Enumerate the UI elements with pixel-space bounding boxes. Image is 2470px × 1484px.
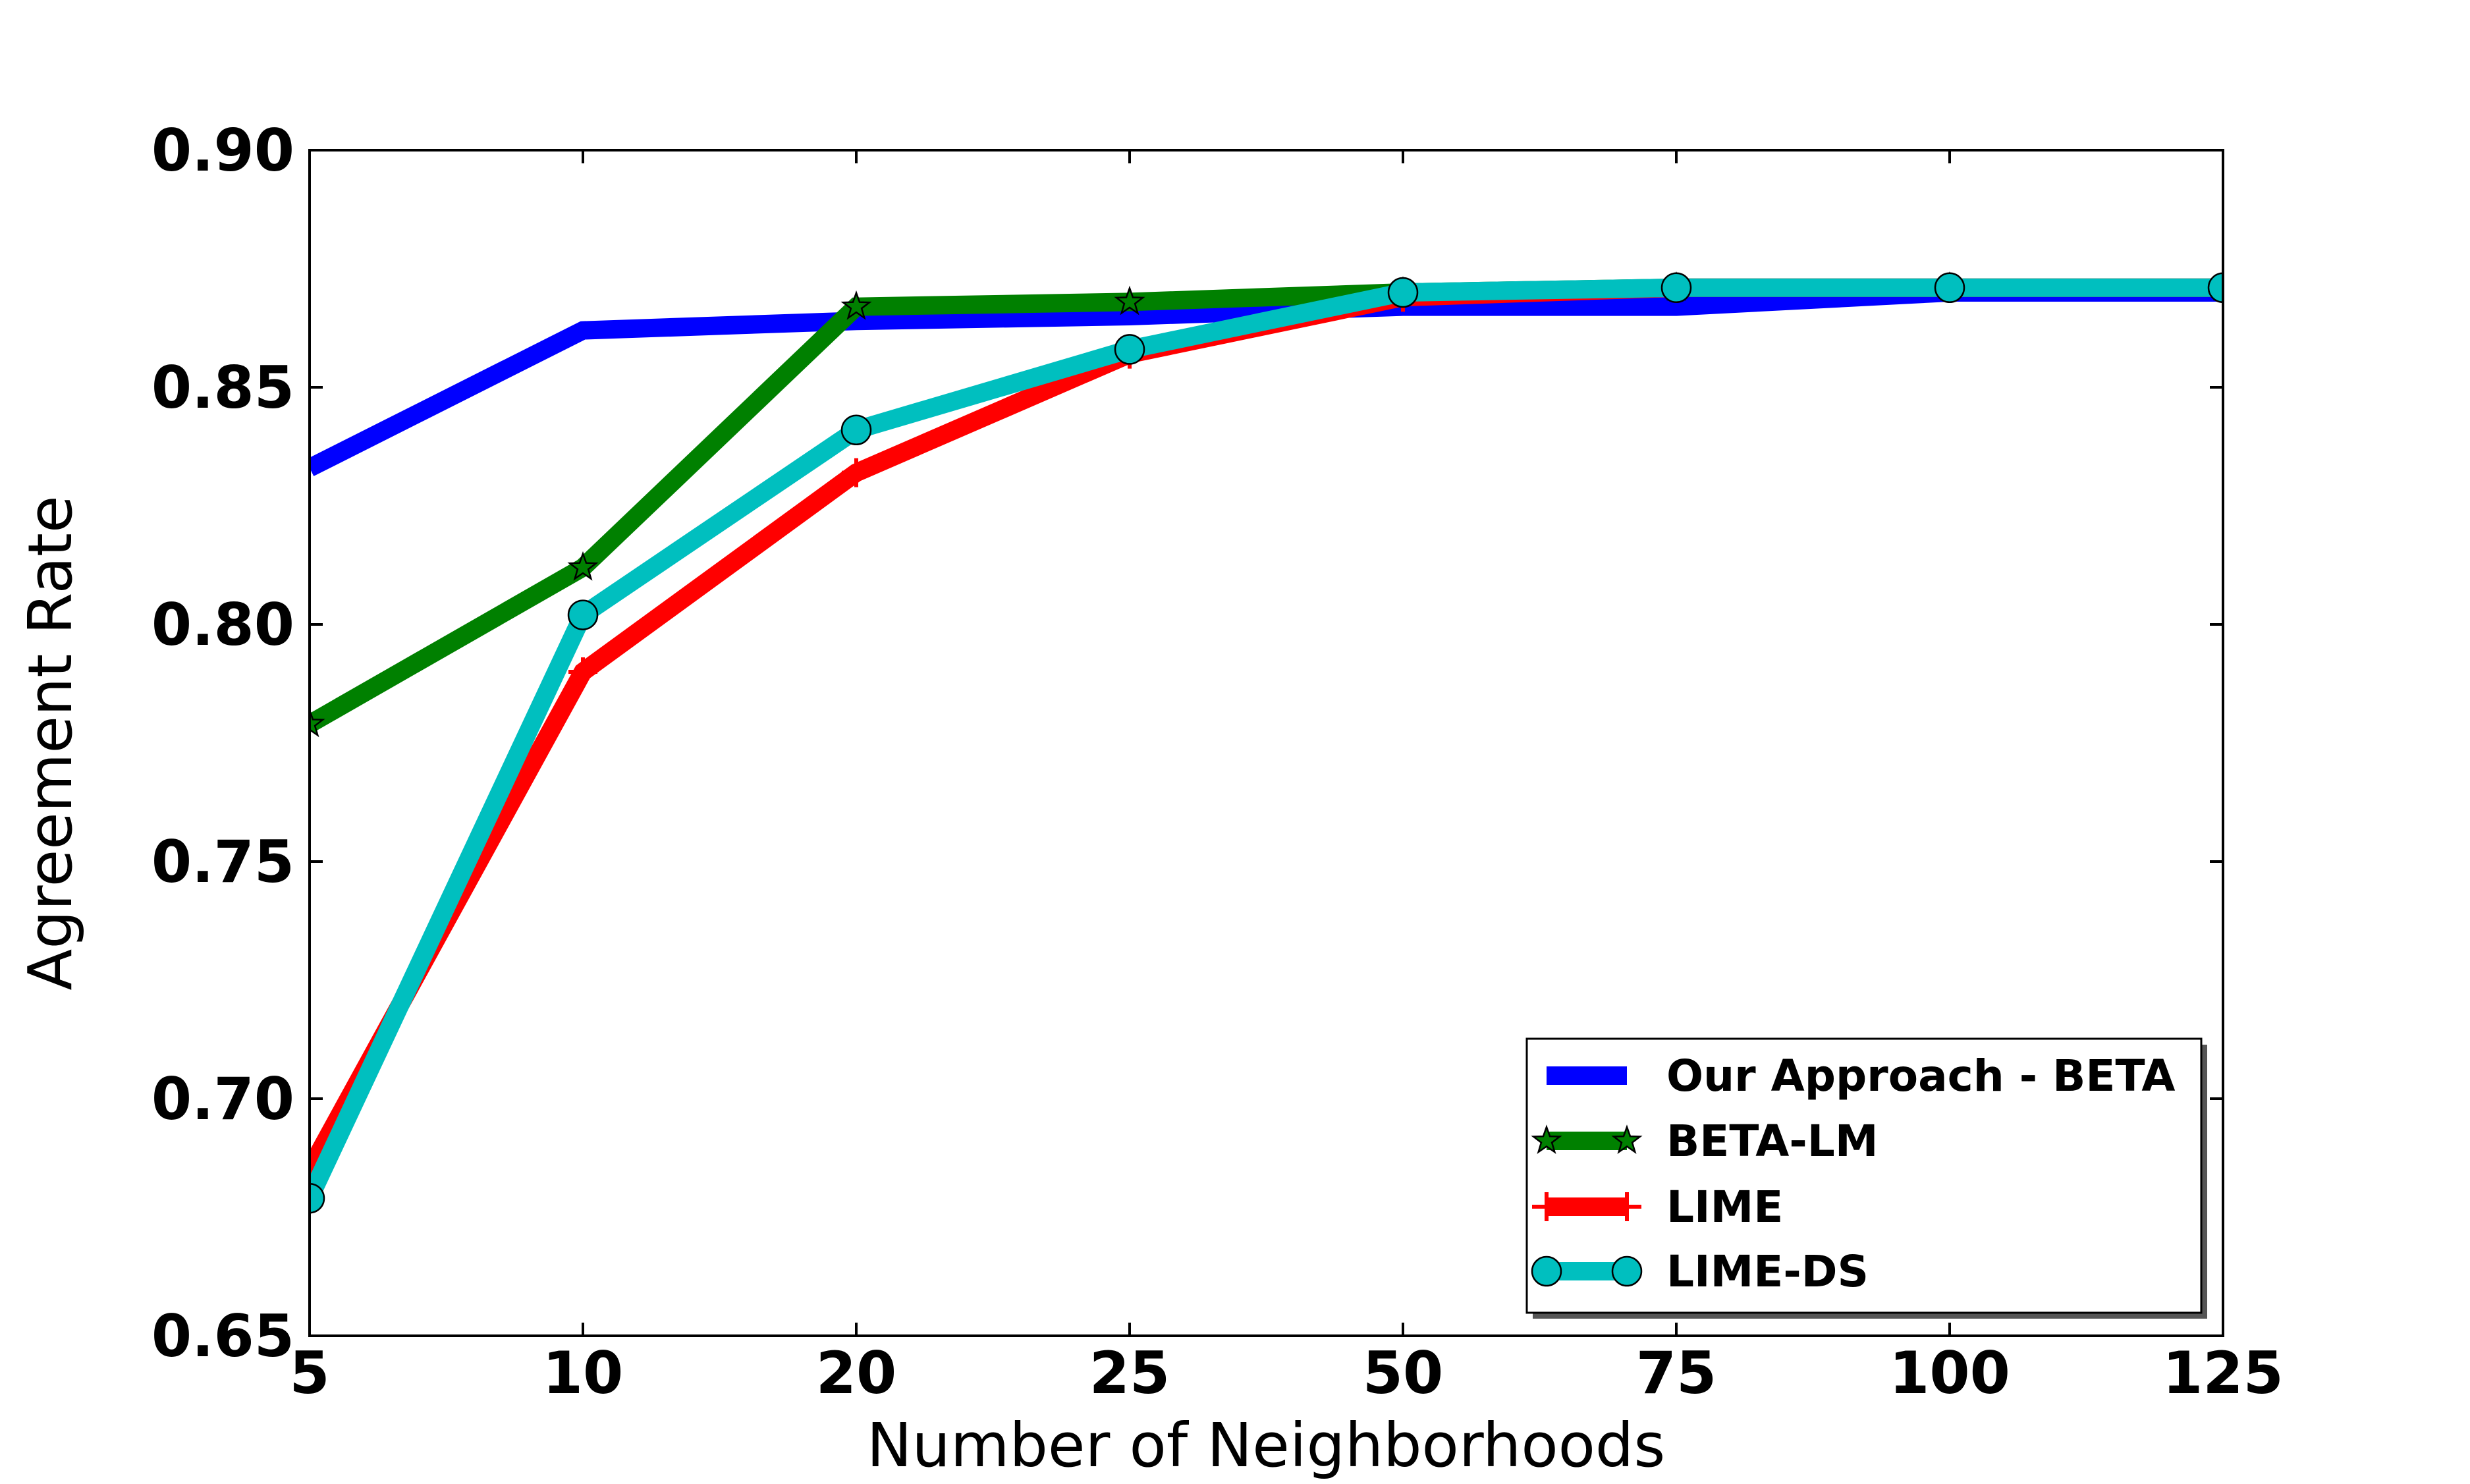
plot-frame	[308, 149, 2224, 1337]
legend-label-lime-ds: LIME-DS	[1666, 1246, 1869, 1297]
legend-handles	[1531, 1066, 1643, 1287]
y-tick-label: 0.80	[151, 591, 294, 659]
legend-label-our-approach-beta: Our Approach - BETA	[1666, 1051, 2175, 1101]
y-tick-label: 0.70	[151, 1065, 294, 1133]
x-tick-label: 5	[289, 1339, 329, 1407]
circle-marker-icon	[1114, 334, 1145, 365]
plus-marker-icon	[842, 458, 871, 487]
star-marker-icon	[567, 551, 599, 581]
star-marker-icon	[1531, 1124, 1562, 1155]
y-tick-label: 0.85	[151, 354, 294, 422]
y-tick-label: 0.75	[151, 828, 294, 896]
star-marker-icon	[310, 707, 325, 738]
x-tick-label: 10	[543, 1339, 623, 1407]
x-axis-label: Number of Neighborhoods	[867, 1410, 1666, 1481]
plus-marker-icon	[1612, 1192, 1641, 1221]
star-marker-icon	[840, 290, 872, 320]
circle-marker-icon	[567, 599, 599, 630]
y-axis-label: Agreement Rate	[15, 495, 86, 990]
circle-marker-icon	[310, 1182, 325, 1214]
x-tick-label: 125	[2162, 1339, 2284, 1407]
circle-marker-icon	[840, 414, 872, 446]
y-tick-label: 0.65	[151, 1302, 294, 1370]
series-group	[310, 271, 2223, 1214]
circle-marker-icon	[1660, 272, 1692, 304]
legend-label-lime: LIME	[1666, 1182, 1783, 1232]
star-marker-icon	[1611, 1124, 1643, 1155]
x-tick-label: 75	[1636, 1339, 1716, 1407]
x-tick-label: 100	[1889, 1339, 2010, 1407]
plus-marker-icon	[1532, 1192, 1561, 1221]
circle-marker-icon	[1934, 272, 1965, 304]
series-line-lime-ds	[310, 278, 2223, 1203]
circle-marker-icon	[1387, 277, 1419, 308]
series-line-lime	[310, 278, 2223, 1174]
plus-marker-icon	[568, 657, 597, 686]
circle-marker-icon	[1531, 1255, 1562, 1287]
x-tick-label: 20	[816, 1339, 896, 1407]
y-tick-label: 0.90	[151, 117, 294, 184]
x-tick-label: 50	[1363, 1339, 1443, 1407]
circle-marker-icon	[2207, 272, 2223, 304]
star-marker-icon	[1114, 285, 1145, 316]
axis-ticks	[308, 149, 2224, 1337]
x-tick-label: 25	[1089, 1339, 1170, 1407]
circle-marker-icon	[1611, 1255, 1643, 1287]
legend-label-beta-lm: BETA-LM	[1666, 1116, 1879, 1167]
